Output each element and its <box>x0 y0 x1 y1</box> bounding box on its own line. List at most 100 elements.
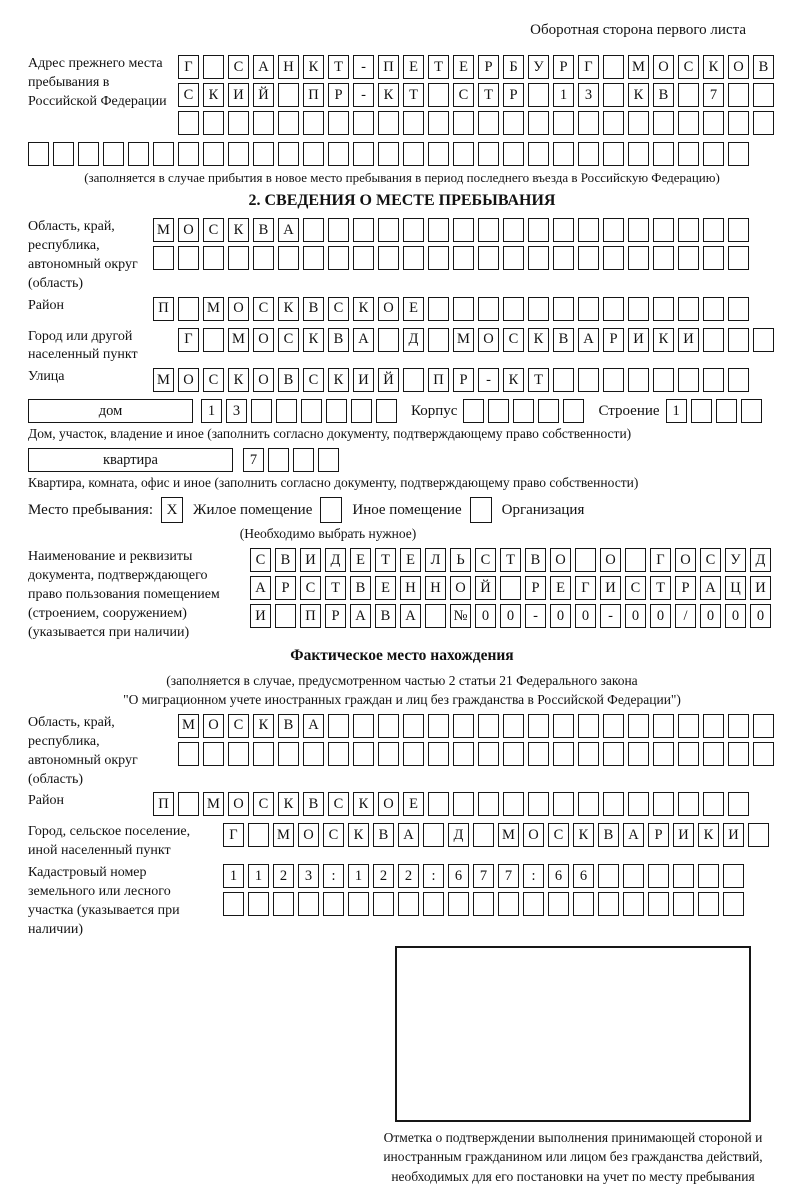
char-cell[interactable] <box>398 892 419 917</box>
char-cell[interactable] <box>428 713 449 738</box>
char-cell[interactable] <box>478 713 499 738</box>
char-cell[interactable] <box>603 83 624 107</box>
char-cell[interactable]: С <box>503 327 524 352</box>
char-cell[interactable] <box>673 864 694 889</box>
char-cell[interactable] <box>513 399 535 424</box>
char-cell[interactable] <box>528 792 549 817</box>
char-cell[interactable]: О <box>253 327 274 352</box>
char-cell[interactable] <box>278 142 299 166</box>
char-cell[interactable] <box>678 142 699 166</box>
char-cell[interactable]: 1 <box>223 864 244 889</box>
char-cell[interactable]: С <box>203 218 224 242</box>
char-cell[interactable]: 0 <box>475 604 496 629</box>
char-cell[interactable] <box>628 111 649 135</box>
char-cell[interactable]: П <box>378 55 399 79</box>
char-cell[interactable]: Е <box>550 576 571 601</box>
char-cell[interactable] <box>323 892 344 917</box>
char-cell[interactable] <box>478 296 499 321</box>
char-cell[interactable]: К <box>303 327 324 352</box>
char-cell[interactable] <box>423 892 444 917</box>
char-cell[interactable]: О <box>600 548 621 573</box>
char-cell[interactable] <box>328 142 349 166</box>
char-cell[interactable]: С <box>453 83 474 107</box>
char-cell[interactable] <box>753 327 774 352</box>
char-cell[interactable]: К <box>653 327 674 352</box>
char-cell[interactable]: 7 <box>243 448 264 473</box>
char-cell[interactable] <box>728 368 749 393</box>
char-cell[interactable]: 1 <box>248 864 269 889</box>
char-cell[interactable]: Д <box>403 327 424 352</box>
char-cell[interactable] <box>428 83 449 107</box>
char-cell[interactable] <box>318 448 339 473</box>
char-cell[interactable]: 0 <box>500 604 521 629</box>
char-cell[interactable] <box>228 246 249 270</box>
cadastral-row-2[interactable] <box>223 892 748 917</box>
char-cell[interactable]: В <box>525 548 546 573</box>
char-cell[interactable]: Р <box>328 83 349 107</box>
char-cell[interactable]: Т <box>328 55 349 79</box>
char-cell[interactable] <box>603 713 624 738</box>
char-cell[interactable]: Д <box>750 548 771 573</box>
char-cell[interactable] <box>178 111 199 135</box>
char-cell[interactable] <box>653 741 674 766</box>
char-cell[interactable]: Н <box>278 55 299 79</box>
char-cell[interactable]: В <box>753 55 774 79</box>
char-cell[interactable]: О <box>675 548 696 573</box>
char-cell[interactable]: О <box>178 368 199 393</box>
char-cell[interactable]: : <box>523 864 544 889</box>
char-cell[interactable]: 6 <box>448 864 469 889</box>
char-cell[interactable] <box>578 246 599 270</box>
char-cell[interactable] <box>228 741 249 766</box>
char-cell[interactable] <box>553 142 574 166</box>
char-cell[interactable] <box>648 892 669 917</box>
char-cell[interactable] <box>293 448 314 473</box>
char-cell[interactable] <box>740 399 762 424</box>
char-cell[interactable] <box>353 713 374 738</box>
char-cell[interactable]: - <box>478 368 499 393</box>
char-cell[interactable]: Т <box>650 576 671 601</box>
char-cell[interactable] <box>178 142 199 166</box>
char-cell[interactable]: Г <box>575 576 596 601</box>
char-cell[interactable] <box>326 399 347 424</box>
char-cell[interactable] <box>53 142 74 166</box>
char-cell[interactable] <box>463 399 485 424</box>
char-cell[interactable]: С <box>228 55 249 79</box>
char-cell[interactable] <box>478 741 499 766</box>
structure-row[interactable]: 1 <box>665 399 766 424</box>
char-cell[interactable]: А <box>353 327 374 352</box>
char-cell[interactable] <box>503 792 524 817</box>
char-cell[interactable]: Б <box>503 55 524 79</box>
char-cell[interactable] <box>548 892 569 917</box>
char-cell[interactable]: : <box>323 864 344 889</box>
char-cell[interactable] <box>428 246 449 270</box>
char-cell[interactable]: О <box>178 218 199 242</box>
char-cell[interactable]: 7 <box>703 83 724 107</box>
char-cell[interactable]: И <box>353 368 374 393</box>
char-cell[interactable]: Е <box>400 548 421 573</box>
char-cell[interactable]: В <box>653 83 674 107</box>
char-cell[interactable] <box>203 55 224 79</box>
char-cell[interactable] <box>690 399 712 424</box>
char-cell[interactable] <box>723 892 744 917</box>
char-cell[interactable] <box>503 741 524 766</box>
prev-address-row-3[interactable] <box>178 111 778 135</box>
char-cell[interactable]: К <box>353 296 374 321</box>
char-cell[interactable] <box>453 741 474 766</box>
char-cell[interactable] <box>448 892 469 917</box>
char-cell[interactable] <box>301 399 322 424</box>
char-cell[interactable] <box>553 792 574 817</box>
char-cell[interactable]: В <box>553 327 574 352</box>
char-cell[interactable] <box>453 218 474 242</box>
char-cell[interactable]: К <box>503 368 524 393</box>
char-cell[interactable]: С <box>253 792 274 817</box>
char-cell[interactable] <box>473 823 494 848</box>
char-cell[interactable]: К <box>203 83 224 107</box>
char-cell[interactable] <box>728 142 749 166</box>
char-cell[interactable]: С <box>228 713 249 738</box>
char-cell[interactable] <box>403 368 424 393</box>
char-cell[interactable]: 3 <box>578 83 599 107</box>
char-cell[interactable]: М <box>153 218 174 242</box>
char-cell[interactable] <box>503 142 524 166</box>
